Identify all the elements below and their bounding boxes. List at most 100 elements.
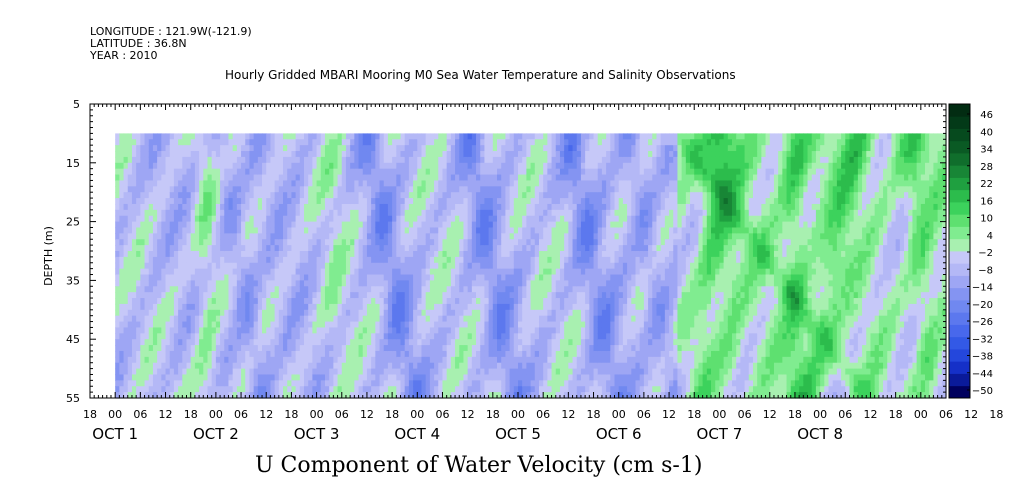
heat-cell: [425, 362, 431, 370]
heat-cell: [438, 256, 444, 264]
heat-cell: [534, 309, 540, 317]
heat-cell: [241, 209, 246, 217]
heat-cell: [337, 392, 343, 399]
heat-cell: [429, 286, 435, 293]
heat-cell: [559, 239, 565, 246]
heat-cell: [492, 362, 498, 370]
heat-cell: [463, 345, 469, 352]
heat-cell: [345, 209, 351, 217]
heat-cell: [161, 339, 167, 346]
heat-cell: [236, 333, 242, 340]
heat-cell: [471, 274, 477, 281]
heat-cell: [194, 162, 200, 170]
heat-cell: [446, 203, 452, 211]
heat-cell: [522, 192, 527, 199]
heat-cell: [136, 180, 141, 187]
heat-cell: [505, 362, 511, 370]
heat-cell: [505, 139, 511, 146]
heat-cell: [526, 268, 532, 276]
heat-cell: [257, 286, 263, 293]
heat-cell: [572, 245, 578, 252]
heat-cell: [236, 215, 242, 223]
heat-cell: [308, 245, 313, 252]
heat-cell: [123, 327, 129, 334]
heat-cell: [492, 186, 498, 193]
heat-cell: [220, 345, 225, 352]
heat-cell: [383, 392, 389, 399]
heat-cell: [337, 339, 343, 346]
heat-cell: [480, 345, 486, 352]
heat-cell: [530, 280, 536, 287]
heat-cell: [572, 380, 578, 387]
heat-cell: [400, 392, 406, 399]
heat-cell: [522, 298, 527, 305]
heat-cell: [253, 227, 259, 234]
heat-cell: [459, 339, 465, 346]
heat-cell: [341, 139, 347, 146]
heat-cell: [266, 286, 272, 293]
heat-cell: [115, 380, 120, 387]
heat-cell: [236, 174, 242, 182]
heat-cell: [492, 221, 498, 229]
heat-cell: [190, 256, 196, 264]
heat-cell: [522, 286, 527, 293]
heat-cell: [127, 392, 133, 399]
heat-cell: [484, 368, 490, 376]
heat-cell: [526, 321, 532, 329]
heat-cell: [522, 345, 527, 352]
heat-cell: [119, 374, 125, 381]
heat-cell: [463, 298, 469, 305]
heat-cell: [463, 227, 469, 234]
heat-cell: [509, 203, 515, 211]
heat-cell: [362, 386, 368, 393]
heat-cell: [157, 392, 162, 399]
heat-cell: [308, 274, 313, 281]
heat-cell: [471, 303, 477, 311]
heat-cell: [295, 262, 301, 270]
heat-cell: [455, 350, 460, 358]
heat-cell: [295, 386, 301, 393]
heat-cell: [488, 174, 494, 182]
heat-cell: [345, 345, 351, 352]
heat-cell: [547, 209, 553, 217]
heat-cell: [316, 203, 322, 211]
heat-cell: [152, 192, 158, 199]
heat-cell: [161, 280, 167, 287]
heat-cell: [538, 280, 544, 287]
heat-cell: [262, 145, 267, 152]
heat-cell: [152, 280, 158, 287]
heat-cell: [354, 239, 360, 246]
heat-cell: [270, 356, 276, 364]
heat-cell: [295, 227, 301, 234]
heat-cell: [186, 280, 192, 287]
heat-cell: [362, 168, 368, 176]
heat-cell: [173, 380, 179, 387]
heat-cell: [194, 239, 200, 246]
heat-cell: [404, 233, 410, 240]
heat-cell: [572, 345, 578, 352]
heat-cell: [379, 133, 385, 140]
heat-cell: [505, 380, 511, 387]
heat-cell: [169, 174, 175, 182]
heat-cell: [312, 268, 318, 276]
heat-cell: [291, 321, 297, 329]
heat-cell: [345, 356, 351, 364]
heat-cell: [534, 227, 540, 234]
heat-cell: [186, 227, 192, 234]
heat-cell: [324, 162, 330, 170]
heat-cell: [165, 309, 171, 317]
heat-cell: [257, 139, 263, 146]
heat-cell: [324, 198, 330, 205]
heat-cell: [236, 303, 242, 311]
heat-cell: [140, 274, 146, 281]
heat-cell: [207, 221, 213, 229]
heat-cell: [534, 374, 540, 381]
heat-cell: [400, 245, 406, 252]
heat-cell: [345, 151, 351, 158]
heat-cell: [329, 309, 334, 317]
heat-cell: [438, 362, 444, 370]
heat-cell: [434, 362, 439, 370]
heat-cell: [559, 380, 565, 387]
heat-cell: [270, 327, 276, 334]
heat-cell: [270, 139, 276, 146]
